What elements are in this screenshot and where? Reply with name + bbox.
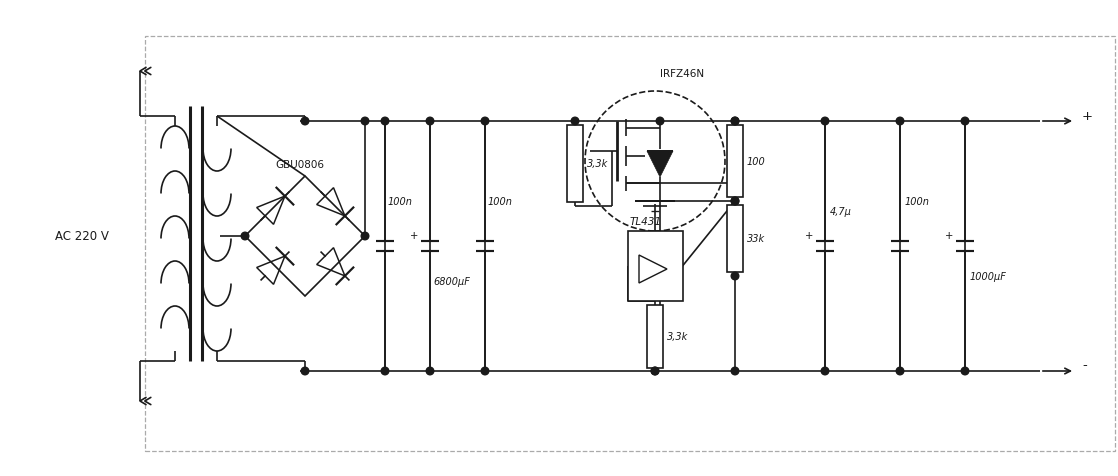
Circle shape xyxy=(361,233,369,240)
Circle shape xyxy=(822,367,828,375)
Circle shape xyxy=(361,118,369,126)
Text: +: + xyxy=(409,230,418,240)
Text: -: - xyxy=(1082,359,1087,372)
Circle shape xyxy=(961,118,969,126)
Circle shape xyxy=(381,367,389,375)
Text: IRFZ46N: IRFZ46N xyxy=(660,69,704,79)
Circle shape xyxy=(481,118,489,126)
Circle shape xyxy=(426,367,434,375)
Circle shape xyxy=(731,198,739,205)
Circle shape xyxy=(731,118,739,126)
Circle shape xyxy=(731,367,739,375)
Text: 1000μF: 1000μF xyxy=(970,271,1007,281)
Text: GBU0806: GBU0806 xyxy=(275,159,324,169)
Circle shape xyxy=(656,118,664,126)
Circle shape xyxy=(822,118,828,126)
Text: +: + xyxy=(945,230,953,240)
Bar xyxy=(727,126,743,198)
Circle shape xyxy=(571,118,579,126)
Text: TL431: TL431 xyxy=(629,217,662,227)
Circle shape xyxy=(481,367,489,375)
Text: 3,3k: 3,3k xyxy=(587,159,608,169)
Circle shape xyxy=(241,233,249,240)
Bar xyxy=(727,205,743,273)
Bar xyxy=(627,231,682,301)
Circle shape xyxy=(731,273,739,280)
Circle shape xyxy=(731,118,739,126)
Bar xyxy=(567,126,582,202)
Text: 100n: 100n xyxy=(388,197,413,207)
Circle shape xyxy=(897,367,903,375)
Bar xyxy=(145,37,1115,451)
Text: +: + xyxy=(805,230,813,240)
Text: 100n: 100n xyxy=(487,197,513,207)
Text: 6800μF: 6800μF xyxy=(433,277,470,287)
Circle shape xyxy=(381,118,389,126)
Text: 100: 100 xyxy=(747,157,766,167)
Circle shape xyxy=(301,118,309,126)
Circle shape xyxy=(731,198,739,205)
Circle shape xyxy=(651,367,659,375)
Circle shape xyxy=(897,118,903,126)
Polygon shape xyxy=(647,152,673,178)
Text: 4,7μ: 4,7μ xyxy=(830,207,852,217)
Text: 33k: 33k xyxy=(747,234,765,244)
Bar xyxy=(647,305,663,368)
Circle shape xyxy=(961,367,969,375)
Text: 3,3k: 3,3k xyxy=(667,331,689,341)
Circle shape xyxy=(301,367,309,375)
Text: AC 220 V: AC 220 V xyxy=(55,230,108,243)
Text: 100n: 100n xyxy=(904,197,930,207)
Circle shape xyxy=(651,367,659,375)
Circle shape xyxy=(426,118,434,126)
Text: +: + xyxy=(1082,109,1093,122)
